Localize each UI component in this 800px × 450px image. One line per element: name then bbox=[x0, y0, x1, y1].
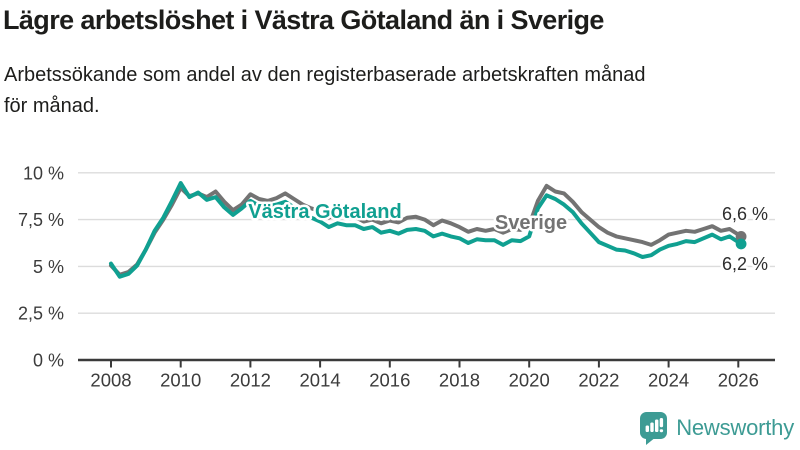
y-axis-tick-label: 5 % bbox=[33, 257, 64, 277]
x-axis-tick-label: 2014 bbox=[300, 370, 341, 391]
y-axis-tick-label: 2,5 % bbox=[18, 304, 64, 324]
series-label-sverige: Sverige bbox=[495, 212, 567, 234]
y-axis-tick-label: 0 % bbox=[33, 351, 64, 371]
series-line-v-stra-g-taland bbox=[109, 181, 744, 279]
x-axis-tick-label: 2010 bbox=[160, 370, 201, 391]
end-value-label: 6,2 % bbox=[722, 254, 768, 274]
x-axis-tick-label: 2008 bbox=[90, 370, 131, 391]
page-title: Lägre arbetslöshet i Västra Götaland än … bbox=[3, 5, 604, 35]
y-axis-tick-label: 10 % bbox=[23, 163, 64, 183]
end-value-label: 6,6 % bbox=[722, 204, 768, 224]
bar-chart-speech-bubble-icon bbox=[640, 411, 668, 445]
series-label-v-stra-g-taland: Västra Götaland bbox=[248, 201, 401, 223]
x-axis-tick-label: 2022 bbox=[578, 370, 619, 391]
subtitle-line-2: för månad. bbox=[4, 95, 100, 117]
x-axis-tick-label: 2026 bbox=[718, 370, 759, 391]
x-axis-tick-label: 2018 bbox=[439, 370, 480, 391]
subtitle-line-1: Arbetssökande som andel av den registerb… bbox=[4, 64, 646, 86]
x-axis-tick-label: 2012 bbox=[230, 370, 271, 391]
newsworthy-logo: Newsworthy bbox=[639, 410, 794, 446]
series-end-dot bbox=[735, 231, 747, 242]
x-axis-tick-label: 2024 bbox=[648, 370, 689, 391]
y-axis-tick-label: 7,5 % bbox=[18, 210, 64, 230]
x-axis-tick-label: 2020 bbox=[509, 370, 550, 391]
x-axis-tick-label: 2016 bbox=[369, 370, 410, 391]
chart-subtitle: Arbetssökande som andel av den registerb… bbox=[4, 60, 784, 122]
series-line-sverige bbox=[109, 183, 744, 277]
newsworthy-wordmark: Newsworthy bbox=[676, 415, 794, 440]
series-end-dot bbox=[735, 238, 747, 250]
